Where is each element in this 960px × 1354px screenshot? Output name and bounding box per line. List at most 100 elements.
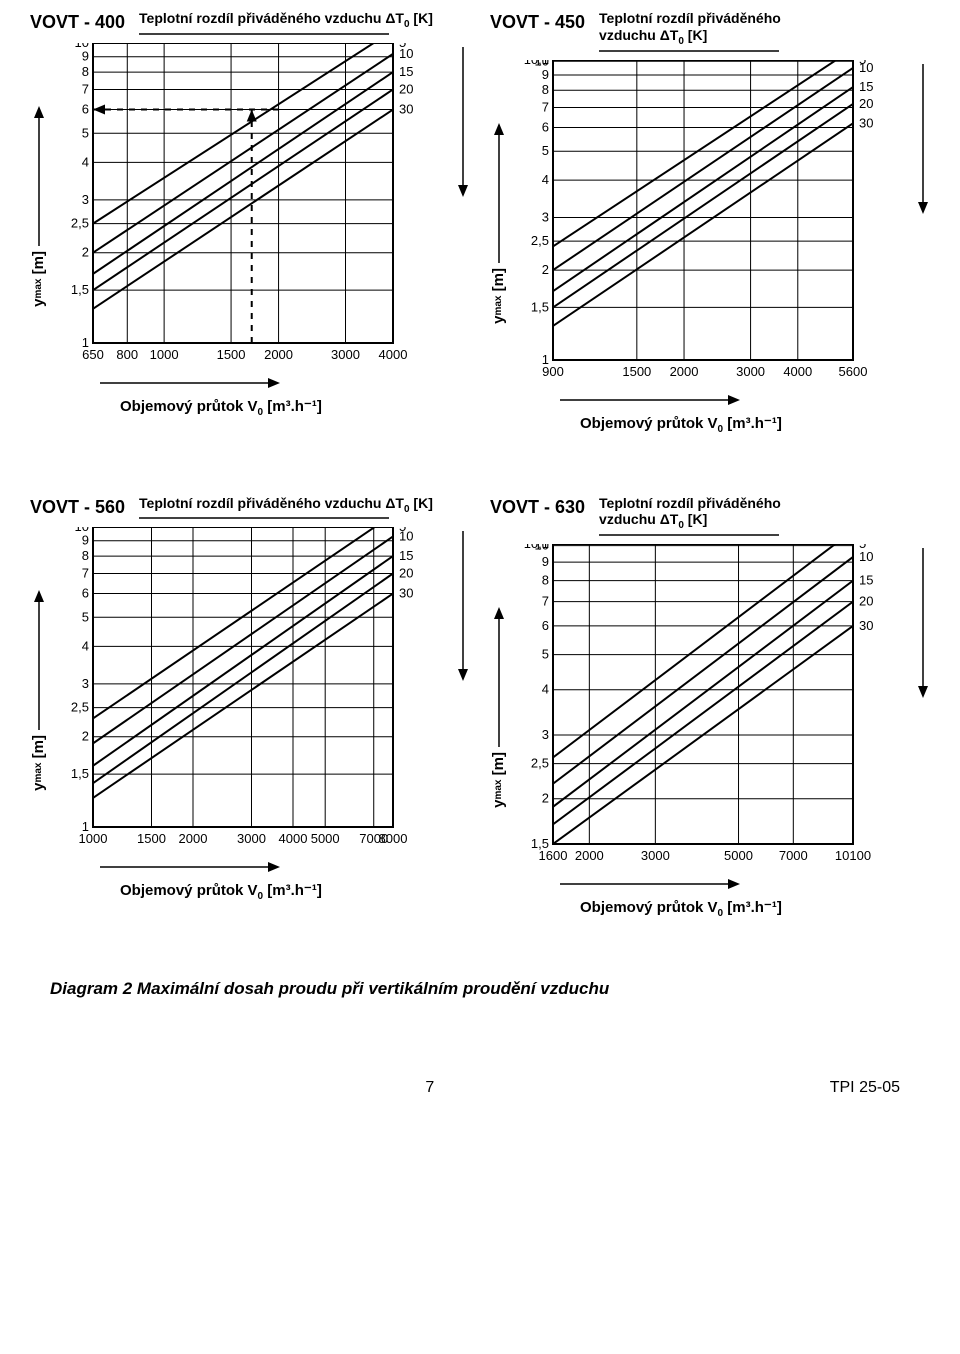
svg-text:2,5: 2,5 [71,215,89,230]
svg-text:10: 10 [399,529,413,544]
chart-row-1: VOVT - 400 Teplotní rozdíl přiváděného v… [30,10,930,435]
y-axis-label: ymax [m] [490,268,507,324]
svg-text:5: 5 [542,143,549,158]
svg-text:10: 10 [859,549,873,564]
svg-text:2000: 2000 [179,831,208,846]
x-right-arrow-icon [560,877,740,896]
svg-text:3000: 3000 [237,831,266,846]
y-axis-label: ymax [m] [30,251,47,307]
header-underline [599,532,930,538]
delta-down-arrow-icon [452,527,470,854]
svg-text:2000: 2000 [575,848,604,863]
delta-t-label: Teplotní rozdíl přiváděnéhovzduchu ΔT0 [… [599,10,930,48]
y-axis-label-wrap: ymax [m] [30,527,53,854]
svg-text:7000: 7000 [779,848,808,863]
y-up-arrow-icon [492,123,506,268]
y-up-arrow-icon [492,607,506,752]
chart-row-2: VOVT - 560 Teplotní rozdíl přiváděného v… [30,495,930,920]
svg-text:7: 7 [82,81,89,96]
x-axis-label-row: Objemový průtok V0 [m³.h⁻¹] [490,414,930,435]
x-right-arrow-icon [560,393,740,412]
delta-t-label: Teplotní rozdíl přiváděného vzduchu ΔT0 … [139,10,470,31]
svg-text:2: 2 [542,791,549,806]
chart-c630: VOVT - 630 Teplotní rozdíl přiváděnéhovz… [490,495,930,920]
delta-t-label: Teplotní rozdíl přiváděného vzduchu ΔT0 … [139,495,470,516]
svg-text:1,5: 1,5 [71,767,89,782]
chart-plot: 1000150020003000400050007000800011,522,5… [53,527,452,854]
chart-header: VOVT - 560 Teplotní rozdíl přiváděného v… [30,495,470,522]
svg-text:4: 4 [542,682,549,697]
svg-text:4000: 4000 [279,831,308,846]
chart-title: VOVT - 630 [490,495,585,518]
chart-plot: 9001500200030004000560011,522,5345678910… [513,60,912,387]
svg-text:10,1: 10,1 [524,544,549,551]
x-right-arrow-icon [100,376,280,395]
svg-text:3: 3 [542,727,549,742]
svg-text:800: 800 [116,347,138,362]
svg-text:3000: 3000 [736,364,765,379]
svg-text:1,5: 1,5 [531,299,549,314]
chart-svg: 6508001000150020003000400011,522,5345678… [53,43,423,365]
svg-text:7: 7 [542,99,549,114]
svg-text:8: 8 [82,64,89,79]
x-axis-row [30,376,470,395]
svg-text:4: 4 [542,172,549,187]
svg-text:5: 5 [542,647,549,662]
svg-text:3000: 3000 [641,848,670,863]
y-up-arrow-icon [32,106,46,251]
svg-text:5600: 5600 [839,364,868,379]
svg-text:1,5: 1,5 [531,836,549,851]
chart-svg: 1000150020003000400050007000800011,522,5… [53,527,423,849]
svg-text:2000: 2000 [670,364,699,379]
svg-text:15: 15 [859,79,873,94]
svg-text:10: 10 [399,46,413,61]
svg-text:9: 9 [542,554,549,569]
svg-text:2: 2 [82,729,89,744]
svg-text:1,5: 1,5 [71,282,89,297]
svg-text:5000: 5000 [724,848,753,863]
svg-text:30: 30 [399,101,413,116]
chart-header: VOVT - 400 Teplotní rozdíl přiváděného v… [30,10,470,37]
svg-text:2: 2 [82,244,89,259]
svg-text:2,5: 2,5 [71,700,89,715]
svg-text:30: 30 [859,115,873,130]
x-axis-label-row: Objemový průtok V0 [m³.h⁻¹] [490,898,930,919]
x-axis-label-row: Objemový průtok V0 [m³.h⁻¹] [30,397,470,418]
svg-text:1500: 1500 [622,364,651,379]
chart-title: VOVT - 450 [490,10,585,33]
svg-text:6: 6 [542,618,549,633]
x-axis-row [490,393,930,412]
svg-text:7: 7 [82,566,89,581]
x-axis-label: Objemový průtok V0 [m³.h⁻¹] [580,898,782,919]
svg-text:5: 5 [82,610,89,625]
x-axis-label: Objemový průtok V0 [m³.h⁻¹] [120,881,322,902]
svg-text:5: 5 [82,125,89,140]
delta-down-arrow-icon [912,60,930,387]
svg-text:8: 8 [542,82,549,97]
page-number: 7 [30,1079,830,1097]
svg-text:3: 3 [542,209,549,224]
chart-c400: VOVT - 400 Teplotní rozdíl přiváděného v… [30,10,470,435]
y-axis-label: ymax [m] [30,735,47,791]
svg-text:4000: 4000 [783,364,812,379]
delta-t-label: Teplotní rozdíl přiváděnéhovzduchu ΔT0 [… [599,495,930,533]
svg-text:10,1: 10,1 [524,60,549,67]
chart-plot: 6508001000150020003000400011,522,5345678… [53,43,452,370]
svg-text:10100: 10100 [835,848,871,863]
chart-c450: VOVT - 450 Teplotní rozdíl přiváděnéhovz… [490,10,930,435]
y-axis-label: ymax [m] [490,752,507,808]
header-underline [139,515,470,521]
doc-id: TPI 25-05 [830,1079,900,1097]
chart-svg: 16002000300050007000101001,522,534567891… [513,544,883,866]
svg-text:4000: 4000 [379,347,408,362]
svg-text:4: 4 [82,639,89,654]
y-axis-label-wrap: ymax [m] [30,43,53,370]
svg-text:15: 15 [399,548,413,563]
svg-text:20: 20 [859,594,873,609]
x-axis-label-row: Objemový průtok V0 [m³.h⁻¹] [30,881,470,902]
svg-text:10: 10 [75,43,89,50]
svg-text:1000: 1000 [150,347,179,362]
svg-text:2000: 2000 [264,347,293,362]
chart-header: VOVT - 630 Teplotní rozdíl přiváděnéhovz… [490,495,930,539]
svg-text:10: 10 [75,527,89,534]
